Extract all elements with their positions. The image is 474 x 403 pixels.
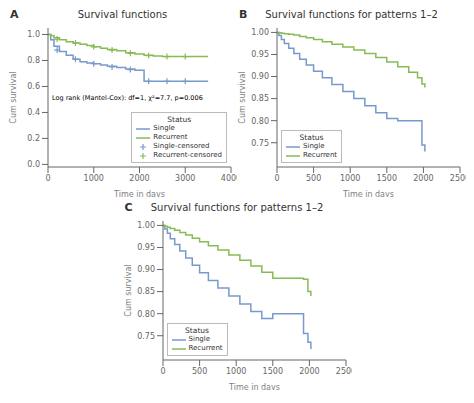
html-text:Status: Status [185,326,209,335]
html-text:Recurrent-censored: Recurrent-censored [153,151,222,159]
svg-text:1500: 1500 [262,367,282,376]
svg-text:3000: 3000 [175,174,195,183]
svg-text:Time in days: Time in days [113,190,165,197]
svg-text:1000: 1000 [226,367,246,376]
svg-text:500: 500 [191,367,206,376]
svg-text:Cum survival: Cum survival [238,71,247,123]
html-text:Log rank (Mantel-Cox): df=1, χ: Log rank (Mantel-Cox): df=1, χ²=7.7, p=0… [52,93,203,102]
svg-text:0.80: 0.80 [251,117,269,126]
svg-text:1000: 1000 [84,174,104,183]
svg-text:0: 0 [160,367,165,376]
svg-text:Cum survival: Cum survival [9,71,18,123]
svg-text:2000: 2000 [129,174,149,183]
svg-text:0.90: 0.90 [137,265,155,274]
svg-text:1500: 1500 [377,174,397,183]
html-text:Survival functions for pattern: Survival functions for patterns 1–2 [265,9,438,20]
svg-text:0.6: 0.6 [27,82,40,91]
svg-text:0.75: 0.75 [251,139,269,148]
svg-text:2500: 2500 [335,367,351,376]
html-text:B: B [239,8,248,21]
svg-text:2000: 2000 [299,367,319,376]
svg-text:0: 0 [45,174,50,183]
svg-text:1.0: 1.0 [27,30,40,39]
svg-text:0.80: 0.80 [137,310,155,319]
svg-text:0.2: 0.2 [27,134,40,143]
html-text:Single-censored: Single-censored [153,142,210,150]
svg-text:0.90: 0.90 [251,72,269,81]
html-text:A: A [10,8,19,21]
svg-text:0.85: 0.85 [251,94,269,103]
svg-text:0.8: 0.8 [27,56,40,65]
svg-text:0.95: 0.95 [251,50,269,59]
html-text:Status: Status [167,115,192,124]
svg-text:1.00: 1.00 [137,221,155,230]
html-text:C: C [124,201,133,214]
svg-text:0: 0 [274,174,279,183]
html-text:Survival functions for pattern: Survival functions for patterns 1–2 [150,202,324,213]
html-text:Recurrent: Recurrent [153,133,188,141]
html-text:Recurrent: Recurrent [303,151,338,159]
svg-text:2000: 2000 [413,174,433,183]
html-text:Survival functions: Survival functions [77,9,168,20]
html-text:Single: Single [188,335,210,343]
svg-text:2500: 2500 [450,174,466,183]
html-text:Status: Status [299,133,324,142]
svg-text:0.4: 0.4 [27,108,40,117]
svg-text:4000: 4000 [221,174,237,183]
svg-text:0.0: 0.0 [27,160,40,169]
svg-text:Time in days: Time in days [228,383,280,390]
svg-text:Time in days: Time in days [342,190,394,197]
html-text:Recurrent: Recurrent [188,344,223,352]
svg-text:500: 500 [306,174,321,183]
html-text:Single: Single [153,124,175,132]
svg-text:0.95: 0.95 [137,243,155,252]
svg-text:Cum survival: Cum survival [123,264,132,316]
svg-text:0.75: 0.75 [137,332,155,341]
svg-text:1.00: 1.00 [251,28,269,37]
svg-text:0.85: 0.85 [137,287,155,296]
html-text:Single: Single [303,142,325,150]
svg-text:1000: 1000 [340,174,360,183]
